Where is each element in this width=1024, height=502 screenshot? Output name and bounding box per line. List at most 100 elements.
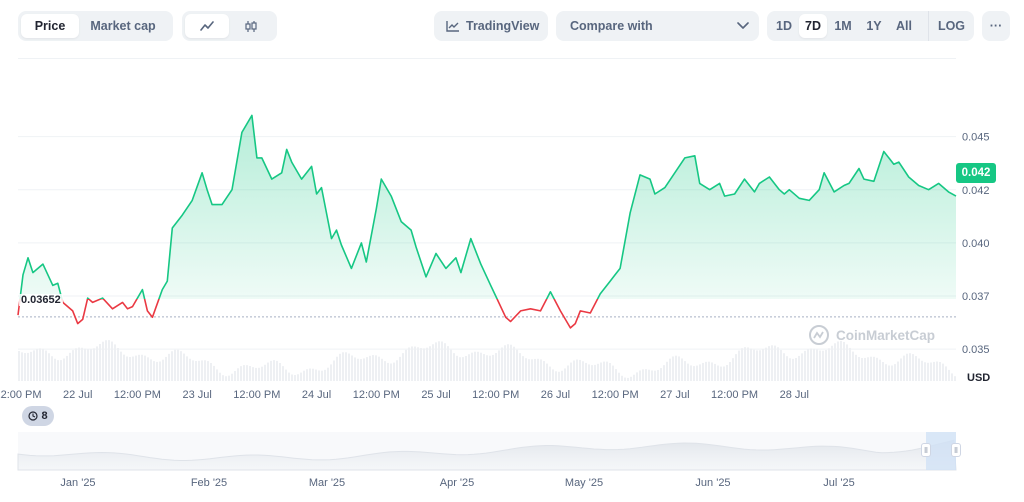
volume-bar — [585, 362, 587, 381]
volume-bar — [543, 361, 545, 381]
volume-bar — [30, 351, 32, 381]
volume-bar — [285, 369, 287, 381]
time-range-selector: 1D 7D 1M 1Y All — [767, 11, 935, 41]
volume-bar — [117, 348, 119, 381]
candlestick-icon[interactable] — [229, 14, 273, 38]
volume-bar — [903, 355, 905, 381]
volume-bar — [654, 370, 656, 381]
volume-bar — [132, 356, 134, 381]
volume-bar — [789, 358, 791, 381]
navigator-left-handle[interactable]: ll — [921, 443, 931, 457]
volume-bar — [537, 358, 539, 381]
volume-bar — [120, 351, 122, 381]
volume-bar — [807, 349, 809, 381]
volume-bar — [435, 342, 437, 381]
volume-bar — [723, 366, 725, 381]
volume-bar — [234, 371, 236, 381]
volume-bar — [396, 360, 398, 381]
navigator-tick-label: Mar '25 — [309, 477, 345, 489]
volume-bar — [39, 348, 41, 381]
x-tick-label: 25 Jul — [421, 389, 450, 401]
history-chip[interactable]: 8 — [22, 406, 54, 426]
volume-bar — [339, 353, 341, 381]
range-1y[interactable]: 1Y — [866, 19, 882, 33]
volume-bar — [846, 344, 848, 381]
volume-bar — [204, 360, 206, 381]
volume-bar — [744, 347, 746, 381]
volume-bar — [402, 353, 404, 381]
tab-price[interactable]: Price — [21, 14, 79, 38]
volume-bar — [900, 358, 902, 381]
volume-bar — [135, 355, 137, 381]
volume-bar — [720, 366, 722, 381]
volume-bar — [198, 360, 200, 381]
volume-bar — [684, 361, 686, 381]
volume-bar — [465, 355, 467, 381]
volume-bar — [393, 362, 395, 381]
volume-bar — [381, 358, 383, 381]
volume-bar — [312, 368, 314, 381]
volume-bar — [177, 349, 179, 381]
volume-bar — [927, 362, 929, 381]
volume-bar — [570, 362, 572, 381]
tradingview-button[interactable]: TradingView — [434, 11, 548, 41]
tab-market-cap[interactable]: Market cap — [90, 19, 156, 33]
log-scale-toggle[interactable]: LOG — [928, 11, 974, 41]
volume-bar — [897, 361, 899, 381]
volume-bar — [213, 365, 215, 381]
line-chart-icon[interactable] — [185, 14, 229, 38]
volume-bar — [663, 365, 665, 381]
volume-bar — [603, 361, 605, 381]
volume-bar — [951, 373, 953, 381]
volume-bar — [504, 345, 506, 381]
volume-bar — [531, 359, 533, 381]
volume-bar — [303, 370, 305, 381]
volume-bar — [207, 361, 209, 381]
volume-bar — [936, 361, 938, 381]
volume-bar — [633, 374, 635, 381]
volume-bar — [618, 372, 620, 381]
volume-bar — [42, 348, 44, 381]
volume-bar — [66, 355, 68, 381]
volume-bar — [696, 365, 698, 381]
volume-bar — [468, 354, 470, 381]
more-options-button[interactable]: ··· — [982, 11, 1010, 41]
history-count: 8 — [41, 410, 48, 422]
volume-bar — [609, 362, 611, 381]
volume-bar — [279, 363, 281, 381]
navigator-tick-label: May '25 — [565, 477, 603, 489]
volume-bar — [648, 369, 650, 381]
volume-bar — [507, 344, 509, 381]
volume-bar — [621, 375, 623, 381]
volume-bar — [612, 365, 614, 381]
volume-bar — [495, 353, 497, 381]
plot-top-border — [18, 58, 956, 59]
navigator-right-handle[interactable]: ll — [951, 443, 961, 457]
volume-bar — [411, 346, 413, 381]
compare-dropdown[interactable]: Compare with — [556, 11, 759, 41]
volume-bar — [777, 347, 779, 381]
range-all[interactable]: All — [896, 19, 912, 33]
volume-bar — [765, 347, 767, 381]
range-1m[interactable]: 1M — [834, 19, 852, 33]
volume-bar — [189, 358, 191, 381]
volume-bar — [57, 360, 59, 381]
volume-bar — [828, 348, 830, 381]
volume-bar — [129, 357, 131, 381]
volume-bar — [591, 365, 593, 381]
range-1d[interactable]: 1D — [776, 19, 792, 33]
volume-bar — [387, 362, 389, 381]
volume-bar — [159, 361, 161, 381]
chart-area-icon — [446, 21, 459, 32]
volume-bar — [843, 341, 845, 381]
volume-bar — [549, 366, 551, 381]
volume-bar — [600, 362, 602, 381]
volume-bar — [375, 355, 377, 381]
navigator-tick-label: Feb '25 — [191, 477, 227, 489]
volume-bar — [513, 346, 515, 381]
volume-bar — [888, 365, 890, 381]
range-7d[interactable]: 7D — [799, 14, 827, 38]
volume-bar — [882, 362, 884, 381]
volume-bar — [438, 341, 440, 381]
